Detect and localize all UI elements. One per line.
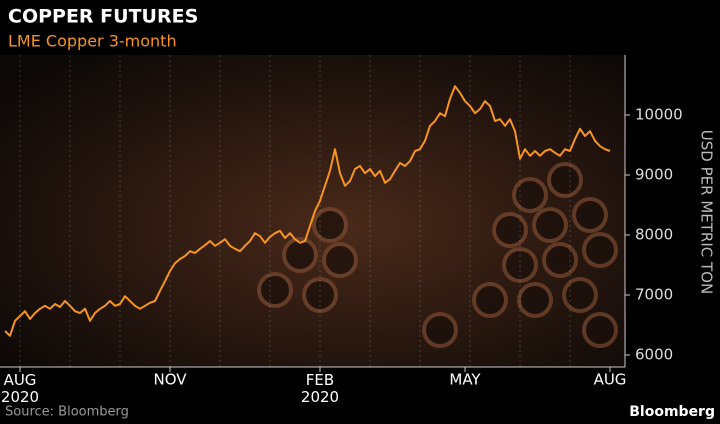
chart-subtitle: LME Copper 3-month xyxy=(8,32,177,51)
y-tick-label: 8000 xyxy=(635,226,673,244)
x-tick-label: NOV xyxy=(153,371,187,389)
x-tick-label: MAY xyxy=(449,371,481,389)
y-tick-label: 7000 xyxy=(635,286,673,304)
x-tick-label: AUG xyxy=(594,371,627,389)
x-tick-label: FEB 2020 xyxy=(301,371,339,406)
brand-logo: Bloomberg xyxy=(629,404,715,420)
x-tick-label: AUG 2020 xyxy=(1,371,39,406)
chart-title: COPPER FUTURES xyxy=(8,6,198,28)
y-tick-label: 9000 xyxy=(635,166,673,184)
y-axis-title: USD PER METRIC TON xyxy=(698,130,716,294)
y-tick-label: 6000 xyxy=(635,346,673,364)
source-note: Source: Bloomberg xyxy=(5,405,129,420)
y-tick-label: 10000 xyxy=(635,106,683,124)
photo-background xyxy=(0,55,625,367)
price-line xyxy=(4,85,611,337)
pipe-decoration xyxy=(257,162,618,348)
